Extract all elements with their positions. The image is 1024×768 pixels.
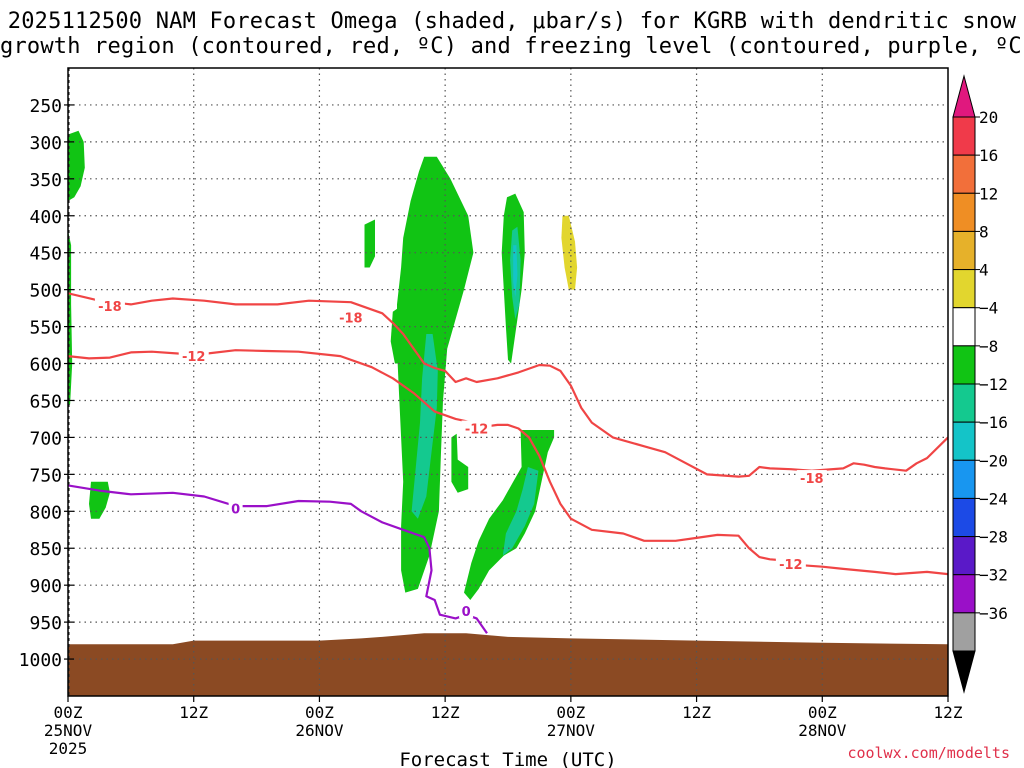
colorbar-bottom-arrow [952, 650, 976, 694]
colorbar-swatch-5 [952, 307, 976, 347]
contour-label-freezing-level-1: 0 [462, 605, 471, 620]
x-tick-year-0: 2025 [49, 739, 88, 758]
omega-green-blob-1 [89, 481, 110, 519]
colorbar-label-7: −12 [979, 375, 1008, 394]
contour-freezing-level [68, 484, 488, 634]
surface-terrain [68, 633, 948, 696]
colorbar-swatch-7 [952, 383, 976, 423]
colorbar-swatch-9 [952, 459, 976, 499]
contour-label-bg-dendritic-snow-bottom-0 [178, 348, 209, 364]
colorbar-swatch-12 [952, 574, 976, 614]
omega-green-tiny [451, 433, 469, 493]
y-tick-label-300: 300 [29, 133, 62, 154]
plot-area: -18 -18 -18 -12 -12 -12 0 0 [68, 68, 948, 696]
y-tick-label-650: 650 [29, 391, 62, 412]
colorbar-label-0: 20 [979, 108, 998, 127]
y-tick-label-400: 400 [29, 207, 62, 228]
y-tick-label-550: 550 [29, 318, 62, 339]
x-tick-date-0: 25NOV [44, 721, 93, 740]
contour-label-bg-freezing-level-0 [228, 500, 243, 516]
contour-label-freezing-level-0: 0 [231, 502, 240, 517]
contour-label-dendritic-snow-top-2: -18 [800, 472, 824, 487]
colorbar-label-4: 4 [979, 261, 989, 280]
y-tick-label-450: 450 [29, 244, 62, 265]
contour-label-bg-dendritic-snow-top-1 [335, 309, 366, 325]
contour-label-bg-freezing-level-1 [459, 603, 474, 619]
contour-label-dendritic-snow-bottom-1: -12 [465, 423, 489, 438]
colorbar-swatch-1 [952, 154, 976, 194]
y-tick-label-950: 950 [29, 613, 62, 634]
y-tick-label-500: 500 [29, 281, 62, 302]
contour-label-dendritic-snow-bottom-0: -12 [182, 350, 206, 365]
colorbar-swatch-11 [952, 536, 976, 576]
colorbar-label-8: −16 [979, 413, 1008, 432]
colorbar-label-2: 12 [979, 184, 998, 203]
contour-label-bg-dendritic-snow-top-0 [94, 297, 125, 313]
plot-frame [67, 67, 949, 697]
colorbar-swatch-8 [952, 421, 976, 461]
colorbar-label-10: −24 [979, 489, 1008, 508]
colorbar-swatch-2 [952, 192, 976, 232]
colorbar-label-5: −4 [979, 299, 998, 318]
contour-label-dendritic-snow-bottom-2: -12 [779, 558, 803, 573]
omega-teal-main [411, 334, 438, 519]
y-tick-label-850: 850 [29, 539, 62, 560]
omega-green-lower-blob [464, 430, 555, 600]
colorbar-label-9: −20 [979, 451, 1008, 470]
x-tick-date-48: 27NOV [547, 721, 596, 740]
y-tick-label-800: 800 [29, 502, 62, 523]
contour-label-bg-dendritic-snow-bottom-2 [775, 555, 806, 571]
colorbar-label-12: −32 [979, 566, 1008, 585]
omega-green-left-upper [68, 130, 85, 201]
x-tick-time-60: 12Z [682, 703, 711, 722]
chart-title-line-1: 2025112500 NAM Forecast Omega (shaded, μ… [7, 9, 1017, 34]
x-tick-time-36: 12Z [431, 703, 460, 722]
chart-title-line-2: growth region (contoured, red, ºC) and f… [0, 34, 1024, 59]
colorbar-swatch-4 [952, 269, 976, 309]
contour-label-dendritic-snow-top-1: -18 [339, 312, 363, 327]
x-tick-date-72: 28NOV [798, 721, 847, 740]
x-tick-time-84: 12Z [934, 703, 963, 722]
omega-green-small-left [364, 219, 375, 268]
colorbar-swatch-10 [952, 497, 976, 538]
omega-teal-lower [502, 467, 539, 556]
credit-link[interactable]: coolwx.com/modelts [847, 744, 1010, 762]
colorbar-label-1: 16 [979, 146, 998, 165]
x-tick-time-0: 00Z [54, 703, 83, 722]
omega-cyan-right [513, 245, 518, 297]
x-tick-time-48: 00Z [556, 703, 585, 722]
colorbar-label-3: 8 [979, 222, 989, 241]
contour-dendritic-snow-top [68, 292, 948, 478]
y-tick-label-750: 750 [29, 465, 62, 486]
colorbar-label-6: −8 [979, 337, 998, 356]
y-tick-label-900: 900 [29, 576, 62, 597]
colorbar-swatch-3 [952, 230, 976, 271]
y-tick-label-250: 250 [29, 96, 62, 117]
contour-label-dendritic-snow-top-0: -18 [98, 300, 122, 315]
colorbar-swatch-6 [952, 345, 976, 385]
colorbar-swatch-0 [952, 116, 976, 156]
colorbar-label-11: −28 [979, 528, 1008, 547]
y-tick-label-700: 700 [29, 428, 62, 449]
contour-label-bg-dendritic-snow-bottom-1 [461, 420, 492, 436]
x-axis-title: Forecast Time (UTC) [399, 749, 616, 768]
y-tick-label-1000: 1000 [19, 650, 62, 671]
colorbar-label-13: −36 [979, 604, 1008, 623]
x-tick-time-72: 00Z [808, 703, 837, 722]
colorbar-top-arrow [952, 74, 976, 118]
y-tick-label-600: 600 [29, 355, 62, 376]
x-tick-time-24: 00Z [305, 703, 334, 722]
y-tick-label-350: 350 [29, 170, 62, 191]
x-tick-time-12: 12Z [179, 703, 208, 722]
colorbar-swatch-13 [952, 612, 976, 652]
x-tick-date-24: 26NOV [295, 721, 344, 740]
contour-label-bg-dendritic-snow-top-2 [796, 470, 827, 486]
